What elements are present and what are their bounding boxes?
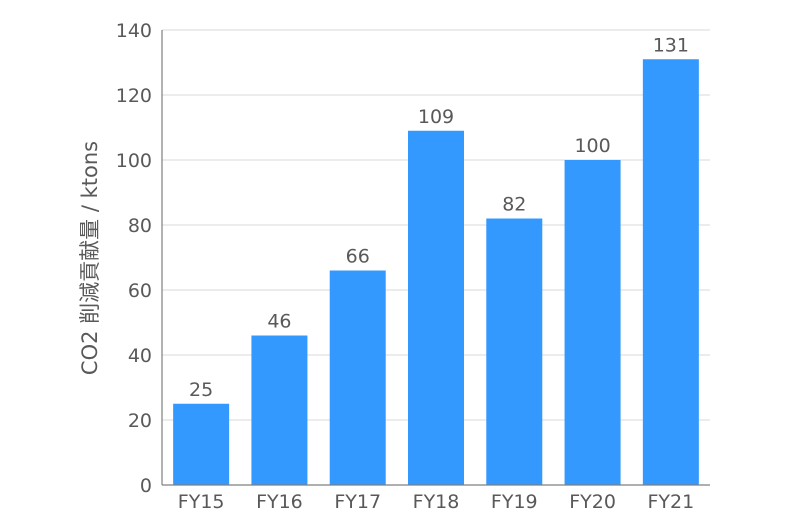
x-tick-label: FY19: [491, 491, 538, 513]
data-label: 131: [653, 34, 689, 56]
y-tick-label: 100: [116, 150, 152, 172]
y-tick-label: 60: [128, 280, 152, 302]
y-tick-label: 140: [116, 20, 152, 42]
bar: [486, 218, 543, 485]
data-label: 109: [418, 106, 454, 128]
bars: [173, 59, 699, 485]
y-axis-ticks: 0 20 40 60 80 100 120 140: [116, 20, 152, 497]
x-tick-label: FY18: [413, 491, 460, 513]
x-tick-label: FY21: [647, 491, 694, 513]
bar: [642, 59, 699, 485]
y-tick-label: 0: [140, 475, 152, 497]
bar: [408, 130, 464, 485]
y-tick-label: 120: [116, 85, 152, 107]
x-axis-ticks: FY15 FY16 FY17 FY18 FY19 FY20 FY21: [178, 491, 694, 513]
data-labels: 25 46 66 109 82 100 131: [189, 34, 689, 401]
y-axis-title: CO2 削減貢献量 / ktons: [78, 141, 102, 375]
y-tick-label: 40: [128, 345, 152, 367]
data-label: 100: [574, 135, 610, 157]
x-tick-label: FY17: [334, 491, 381, 513]
data-label: 25: [189, 379, 213, 401]
x-tick-label: FY20: [569, 491, 616, 513]
y-tick-label: 80: [128, 215, 152, 237]
y-tick-label: 20: [128, 410, 152, 432]
x-tick-label: FY16: [256, 491, 303, 513]
data-label: 66: [346, 246, 370, 268]
data-label: 46: [267, 311, 291, 333]
bar: [564, 160, 621, 485]
x-tick-label: FY15: [178, 491, 225, 513]
bar: [251, 335, 308, 485]
data-label: 82: [502, 194, 526, 216]
bar: [329, 270, 386, 485]
bar: [173, 403, 230, 485]
